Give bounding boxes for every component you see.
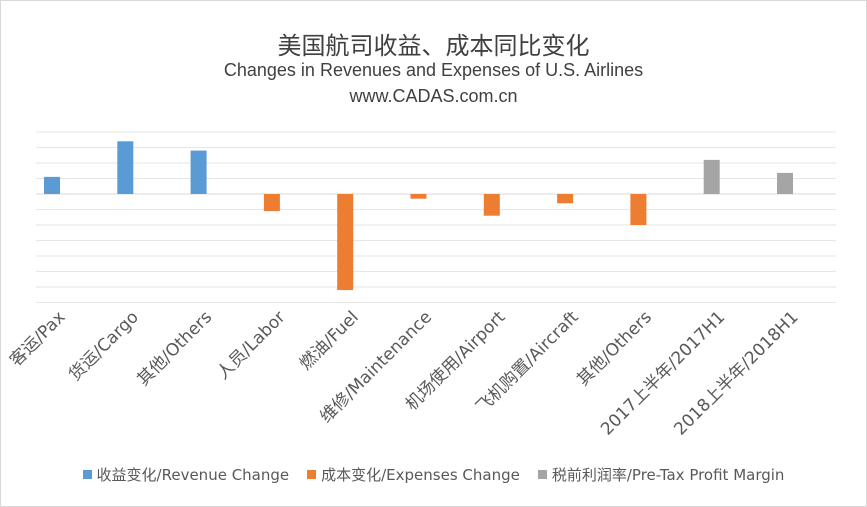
legend-swatch-margin <box>537 470 547 479</box>
bars <box>44 141 793 291</box>
chart-subtitle: Changes in Revenues and Expenses of U.S.… <box>223 60 644 80</box>
bar <box>703 159 720 194</box>
chart-title: 美国航司收益、成本同比变化 <box>277 32 590 60</box>
bar <box>190 150 207 194</box>
bar <box>557 194 574 204</box>
legend-label-revenue: 收益变化/Revenue Change <box>96 466 290 484</box>
x-tick-label: 2018上半年/2018H1 <box>670 307 802 439</box>
gridlines <box>36 131 836 303</box>
legend-item-expenses: 成本变化/Expenses Change <box>307 464 520 485</box>
x-tick-label: 其他/Others <box>134 307 217 390</box>
bar <box>777 172 793 194</box>
chart-source-url: www.CADAS.com.cn <box>349 86 518 106</box>
legend-item-margin: 税前利润率/Pre-Tax Profit Margin <box>537 464 785 485</box>
legend-swatch-revenue <box>82 470 92 479</box>
x-tick-label: 客运/Pax <box>6 307 69 370</box>
x-tick-label: 人员/Labor <box>213 307 289 383</box>
legend-label-expenses: 成本变化/Expenses Change <box>321 466 520 484</box>
bar <box>337 194 354 291</box>
bar <box>630 194 647 225</box>
x-tick-label: 燃油/Fuel <box>296 307 363 374</box>
legend-swatch-expenses <box>307 470 317 479</box>
x-tick-label: 2017上半年/2017H1 <box>597 307 729 439</box>
legend: 收益变化/Revenue Change 成本变化/Expenses Change… <box>0 464 867 485</box>
bar <box>410 194 427 199</box>
bar <box>117 141 134 194</box>
legend-item-revenue: 收益变化/Revenue Change <box>82 464 290 485</box>
bar <box>263 194 280 212</box>
x-tick-label: 货运/Cargo <box>65 307 143 385</box>
bar <box>44 176 60 194</box>
bar <box>483 194 500 216</box>
legend-label-margin: 税前利润率/Pre-Tax Profit Margin <box>551 466 785 484</box>
